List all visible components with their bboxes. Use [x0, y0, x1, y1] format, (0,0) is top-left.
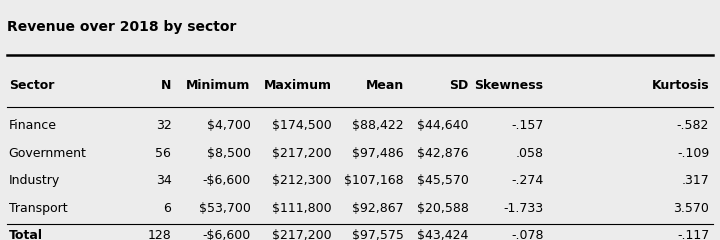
Text: -$6,600: -$6,600 [202, 229, 251, 240]
Text: Revenue over 2018 by sector: Revenue over 2018 by sector [7, 20, 237, 34]
Text: N: N [161, 78, 171, 91]
Text: 3.570: 3.570 [673, 202, 709, 215]
Text: Mean: Mean [366, 78, 404, 91]
Text: $111,800: $111,800 [272, 202, 332, 215]
Text: $45,570: $45,570 [417, 174, 469, 187]
Text: Minimum: Minimum [186, 78, 251, 91]
Text: Government: Government [9, 147, 86, 160]
Text: 32: 32 [156, 119, 171, 132]
Text: 34: 34 [156, 174, 171, 187]
Text: $4,700: $4,700 [207, 119, 251, 132]
Text: .058: .058 [516, 147, 544, 160]
Text: Industry: Industry [9, 174, 60, 187]
Text: $43,424: $43,424 [418, 229, 469, 240]
Text: $8,500: $8,500 [207, 147, 251, 160]
Text: $20,588: $20,588 [417, 202, 469, 215]
Text: -.157: -.157 [511, 119, 544, 132]
Text: 6: 6 [163, 202, 171, 215]
Text: -.078: -.078 [511, 229, 544, 240]
Text: -1.733: -1.733 [503, 202, 544, 215]
Text: Skewness: Skewness [474, 78, 544, 91]
Text: $42,876: $42,876 [417, 147, 469, 160]
Text: Transport: Transport [9, 202, 67, 215]
Text: -.117: -.117 [677, 229, 709, 240]
Text: .317: .317 [681, 174, 709, 187]
Text: $97,575: $97,575 [352, 229, 404, 240]
Text: $97,486: $97,486 [352, 147, 404, 160]
Text: -.109: -.109 [677, 147, 709, 160]
Text: -$6,600: -$6,600 [202, 174, 251, 187]
Text: $88,422: $88,422 [352, 119, 404, 132]
Text: -.274: -.274 [511, 174, 544, 187]
Text: $174,500: $174,500 [272, 119, 332, 132]
Text: -.582: -.582 [677, 119, 709, 132]
Text: Maximum: Maximum [264, 78, 332, 91]
Text: $217,200: $217,200 [272, 147, 332, 160]
Text: $212,300: $212,300 [272, 174, 332, 187]
Text: $44,640: $44,640 [417, 119, 469, 132]
Text: Total: Total [9, 229, 42, 240]
Text: $217,200: $217,200 [272, 229, 332, 240]
Text: Finance: Finance [9, 119, 57, 132]
Text: Kurtosis: Kurtosis [652, 78, 709, 91]
Text: $107,168: $107,168 [344, 174, 404, 187]
Text: $53,700: $53,700 [199, 202, 251, 215]
Text: 56: 56 [156, 147, 171, 160]
Text: SD: SD [449, 78, 469, 91]
Text: Sector: Sector [9, 78, 54, 91]
Text: $92,867: $92,867 [352, 202, 404, 215]
Text: 128: 128 [148, 229, 171, 240]
